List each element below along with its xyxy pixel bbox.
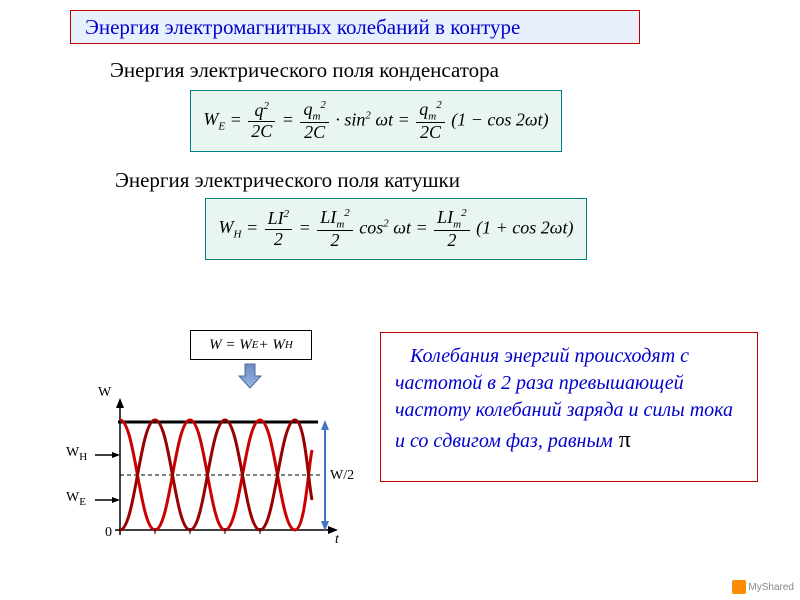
- title-box: Энергия электромагнитных колебаний в кон…: [70, 10, 640, 44]
- label-wh: WH: [66, 445, 87, 463]
- label-w-axis: W: [98, 385, 111, 401]
- formula-capacitor-energy: WE = q22C = qm22C · sin2 ωt = qm22C (1 −…: [190, 90, 562, 152]
- energy-graph: [80, 390, 360, 570]
- label-t-axis: t: [335, 532, 339, 548]
- page-title: Энергия электромагнитных колебаний в кон…: [85, 15, 520, 40]
- conclusion-box: Колебания энергий происходят с частотой …: [380, 332, 758, 482]
- subtitle-capacitor: Энергия электрического поля конденсатора: [110, 58, 499, 83]
- label-we: WE: [66, 490, 86, 508]
- pi-symbol: π: [619, 427, 631, 453]
- watermark: MyShared: [732, 580, 794, 594]
- label-w-half: W/2: [330, 468, 354, 484]
- formula-total-energy: W = WE + WH: [190, 330, 312, 360]
- formula-wh-content: WH = LI22 = LIm22 cos2 ωt = LIm22 (1 + c…: [219, 207, 574, 251]
- graph-area: W = WE + WH: [60, 330, 360, 580]
- formula-inductor-energy: WH = LI22 = LIm22 cos2 ωt = LIm22 (1 + c…: [205, 198, 587, 260]
- arrow-down-icon: [235, 362, 265, 390]
- formula-we-content: WE = q22C = qm22C · sin2 ωt = qm22C (1 −…: [203, 99, 548, 143]
- watermark-text: MyShared: [748, 582, 794, 593]
- subtitle-inductor: Энергия электрического поля катушки: [115, 168, 460, 193]
- watermark-icon: [732, 580, 746, 594]
- label-zero: 0: [105, 525, 112, 541]
- conclusion-text: Колебания энергий происходят с частотой …: [395, 345, 733, 452]
